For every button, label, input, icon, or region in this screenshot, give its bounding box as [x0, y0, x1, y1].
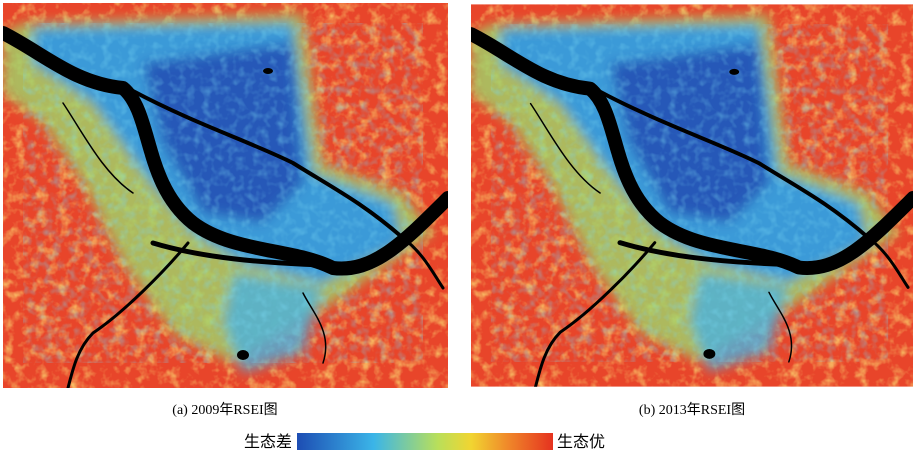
legend-bar [297, 433, 553, 450]
caption: (b) 2013年RSEI图 [639, 402, 745, 418]
rsei-map [3, 3, 448, 388]
caption: (a) 2009年RSEI图 [172, 402, 277, 418]
legend-low: 生态差 [244, 433, 292, 451]
legend-high: 生态优 [557, 433, 605, 451]
rsei-map [471, 4, 913, 386]
